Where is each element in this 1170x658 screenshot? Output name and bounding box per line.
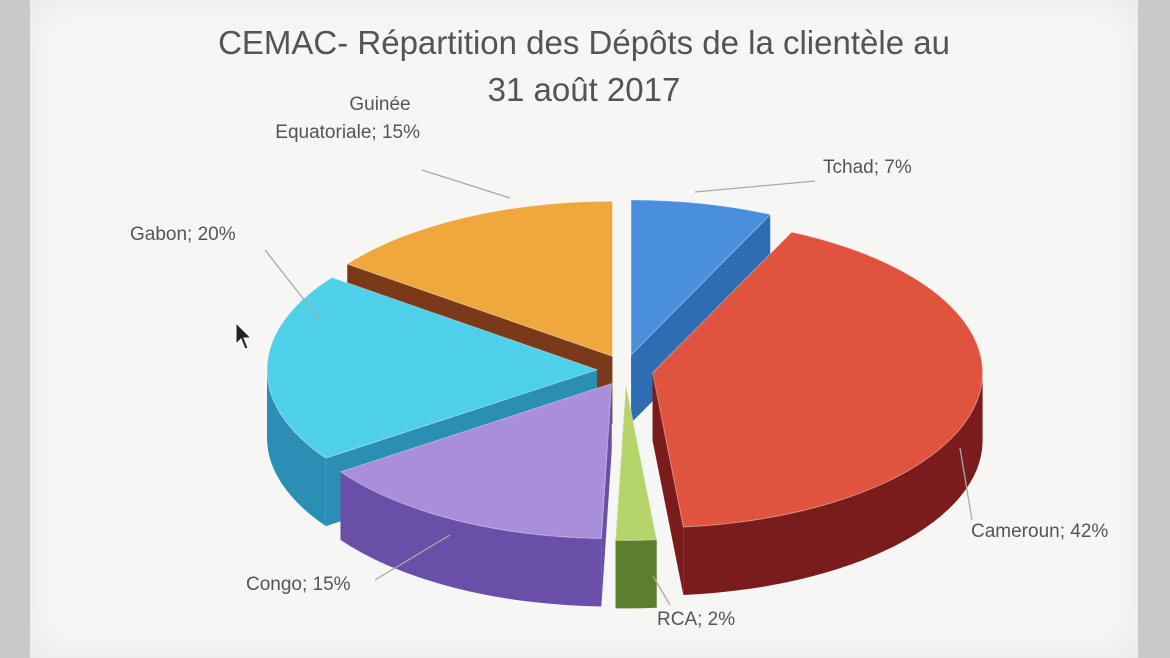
leader-tchad [694,180,816,193]
mouse-pointer-icon [235,322,253,350]
leader-lines [264,169,973,606]
leader-gabon [264,249,321,321]
slice-side-gabon [267,369,326,527]
data-label-gabon: Gabon; 20% [130,224,236,245]
leader-cameroun [959,447,973,521]
slice-congo [339,382,613,539]
slice-rca [615,385,658,541]
slice-side-cameroun [683,372,983,595]
slice-gabon [266,276,599,459]
pie-chart: Tchad; 7% Cameroun; 42% RCA; 2% Congo; 15% G… [130,94,1108,630]
leader-congo [374,534,451,581]
data-label-congo: Congo; 15% [246,574,351,595]
data-label-cameroun: Cameroun; 42% [971,521,1108,542]
slice-tchad [630,199,772,357]
data-label-tchad: Tchad; 7% [823,157,912,178]
slide: CEMAC- Répartition des Dépôts de la clie… [30,0,1138,658]
slice-guinee-equatoriale [346,200,613,357]
chart-title-line-1: CEMAC- Répartition des Dépôts de la clie… [218,24,950,61]
slice-cameroun [652,231,984,528]
slice-side-rca [615,539,657,609]
data-label-rca: RCA; 2% [657,609,735,630]
slice-wall-cameroun-1 [652,372,684,595]
leader-rca [652,575,671,606]
data-label-line: Equatoriale; 15% [275,122,420,143]
leader-guinee-equatoriale [421,169,511,199]
pie-top-layer [266,199,984,541]
data-labels: Tchad; 7% Cameroun; 42% RCA; 2% Congo; 15% G… [130,94,1108,630]
chart-title-line-2: 31 août 2017 [487,71,681,108]
data-label-line: Guinée [349,94,410,115]
data-label-guinee-equatoriale: Guinée Equatoriale; 15% [275,94,420,143]
